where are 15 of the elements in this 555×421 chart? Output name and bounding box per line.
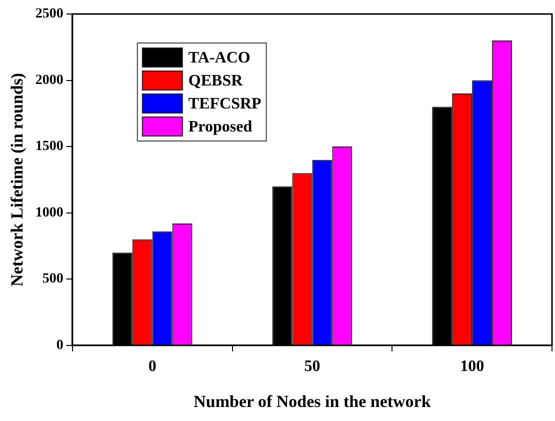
y-tick-label: 2000 [35, 72, 64, 88]
y-tick-label: 1000 [35, 205, 64, 220]
x-axis-title: Number of Nodes in the network [194, 392, 432, 412]
legend-label: Proposed [188, 118, 252, 136]
y-axis-title: Network Lifetime (in rounds) [8, 72, 27, 286]
x-tick-label: 0 [148, 358, 156, 376]
x-tick-label: 50 [304, 358, 320, 376]
y-tick-label: 0 [56, 338, 64, 354]
legend-label: TEFCSRP [188, 96, 262, 113]
x-tick-label: 100 [460, 358, 484, 376]
legend-label: TA-ACO [188, 50, 250, 67]
legend-label: QEBSR [188, 72, 244, 90]
y-tick-label: 1500 [35, 139, 64, 154]
y-tick-label: 2500 [35, 6, 64, 22]
y-tick-label: 500 [42, 272, 64, 287]
